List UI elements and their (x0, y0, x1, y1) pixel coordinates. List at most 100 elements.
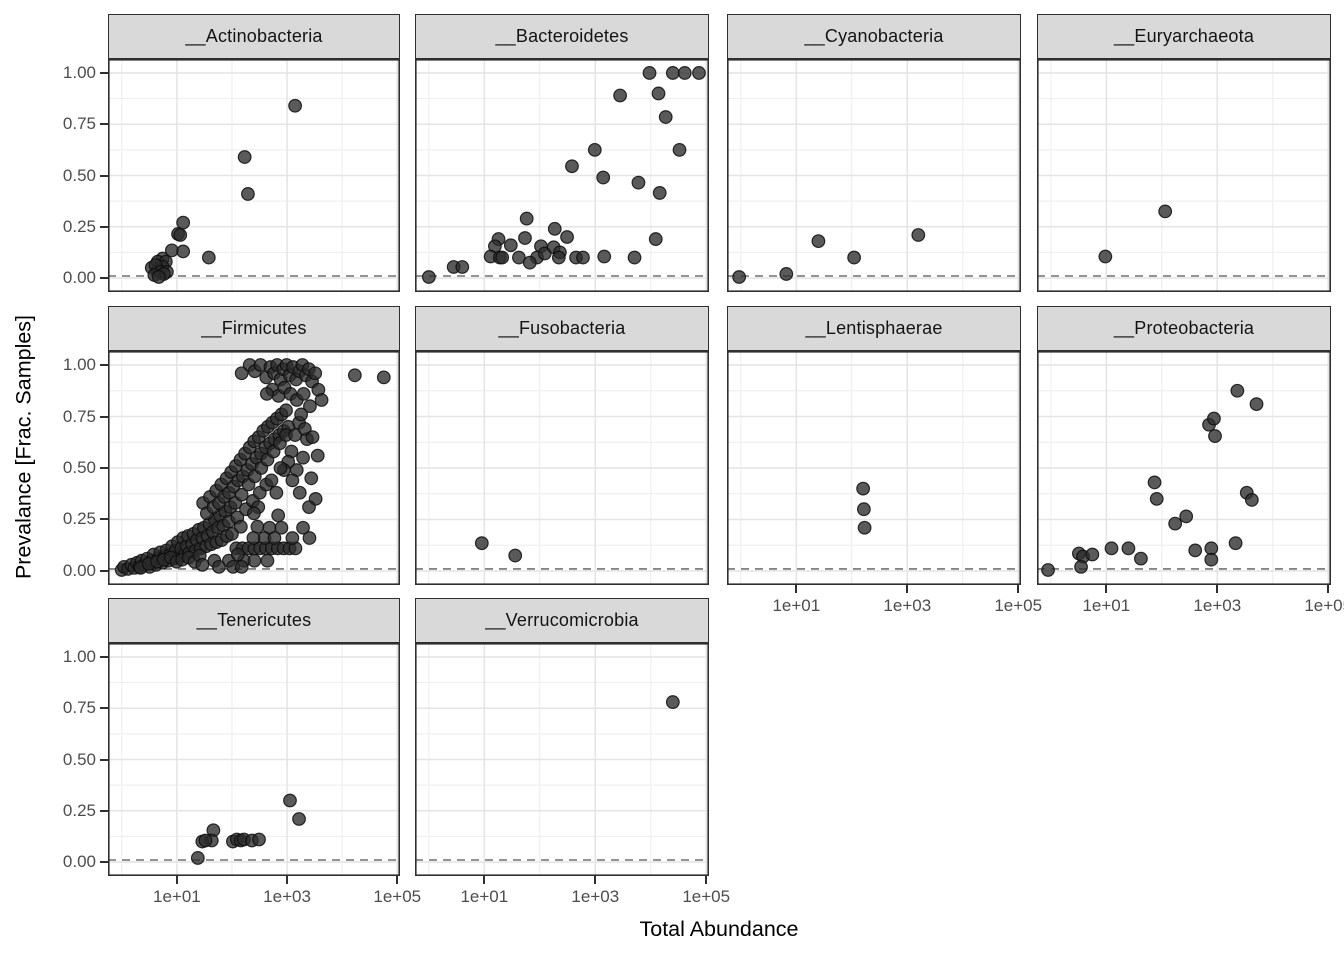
x-axis-tick (1105, 585, 1108, 593)
data-point (1228, 536, 1243, 551)
data-point (294, 407, 309, 422)
data-point (519, 211, 534, 226)
data-point (642, 66, 657, 80)
facet-panel-bacteroidetes (415, 59, 709, 292)
data-point (565, 159, 579, 174)
data-point (237, 150, 252, 164)
data-point (596, 170, 611, 185)
data-point (230, 547, 245, 562)
y-axis-tick (100, 569, 108, 572)
y-axis-tick (100, 364, 108, 366)
data-point (1041, 563, 1055, 577)
data-point (857, 520, 872, 535)
facet-panel-cyanobacteria (727, 59, 1021, 292)
data-point (225, 527, 239, 541)
data-point (856, 502, 871, 517)
data-point (631, 175, 646, 190)
data-point (665, 695, 680, 709)
y-axis-tick (100, 758, 108, 761)
y-tick-label: 0.50 (62, 458, 96, 477)
x-axis-tick (906, 585, 909, 593)
facet-strip-tenericutes: __Tenericutes (108, 598, 400, 643)
data-point (692, 66, 706, 80)
data-point (252, 832, 266, 847)
data-point (522, 255, 537, 270)
y-axis-tick (100, 518, 108, 521)
data-point (1244, 493, 1259, 507)
x-axis-tick (594, 876, 597, 884)
y-axis-tick (100, 174, 108, 177)
x-axis-tick (396, 876, 399, 884)
data-point (247, 553, 262, 568)
y-tick-label: 0.00 (62, 852, 96, 872)
y-axis-tick (100, 861, 108, 864)
data-point (260, 553, 275, 568)
data-point (201, 250, 216, 265)
data-point (176, 215, 191, 230)
data-point (190, 851, 205, 865)
y-axis-tick (100, 809, 108, 812)
y-tick-label: 0.00 (62, 268, 96, 288)
y-axis-tick (100, 415, 108, 418)
y-tick-label: 0.75 (62, 406, 96, 426)
x-tick-label: 1e+01 (460, 887, 509, 906)
data-point (314, 393, 329, 407)
facet-panel-lentisphaerae (727, 351, 1021, 585)
data-point (658, 110, 673, 124)
data-point (672, 142, 687, 157)
x-tick-label: 1e+05 (994, 596, 1043, 615)
x-tick-label: 1e+01 (152, 887, 201, 906)
y-axis-tick (100, 225, 108, 228)
x-axis-tick (1017, 585, 1020, 593)
data-point (1085, 547, 1100, 562)
data-point (1074, 559, 1088, 574)
data-point (246, 531, 261, 545)
data-point (1204, 552, 1219, 567)
data-point (296, 520, 310, 535)
facet-panel-euryarchaeota (1037, 59, 1331, 292)
data-point (279, 403, 293, 418)
facet-strip-euryarchaeota: __Euryarchaeota (1037, 14, 1331, 59)
data-point (264, 473, 279, 488)
data-point (250, 519, 265, 534)
x-axis-tick (175, 876, 178, 884)
facet-panel-actinobacteria (108, 59, 400, 292)
data-point (587, 142, 602, 157)
data-point (1147, 475, 1162, 490)
data-point (560, 230, 574, 244)
data-point (302, 531, 317, 545)
data-point (273, 461, 288, 475)
facet-strip-firmicutes: __Firmicutes (108, 306, 400, 351)
y-axis-tick (100, 123, 108, 126)
y-axis-title: Prevalance [Frac. Samples] (11, 314, 36, 580)
data-point (508, 548, 523, 563)
x-tick-label: 1e+03 (263, 887, 311, 906)
data-point (1121, 541, 1136, 556)
x-tick-label: 1e+03 (1193, 596, 1242, 615)
data-point (296, 386, 311, 401)
data-point (234, 487, 249, 502)
data-point (627, 250, 642, 265)
data-point (495, 250, 510, 265)
y-tick-label: 0.75 (62, 698, 96, 718)
data-point (234, 559, 249, 574)
x-axis-tick (705, 876, 708, 884)
data-point (648, 232, 663, 246)
facet-strip-verrucomicrobia: __Verrucomicrobia (415, 598, 709, 643)
data-point (234, 366, 249, 381)
x-axis-tick (483, 876, 486, 884)
facet-panel-fusobacteria (415, 351, 709, 585)
data-point (292, 812, 306, 826)
facet-title: __Verrucomicrobia (485, 610, 639, 630)
data-point (811, 234, 826, 249)
y-axis-tick (100, 655, 108, 658)
data-point (288, 428, 303, 442)
data-point (285, 473, 300, 488)
facet-title: __Tenericutes (196, 610, 312, 630)
facet-strip-cyanobacteria: __Cyanobacteria (727, 14, 1021, 59)
data-point (246, 506, 261, 521)
data-point (347, 368, 362, 383)
y-tick-label: 0.50 (62, 749, 96, 769)
x-tick-label: 1e+01 (1082, 596, 1131, 615)
